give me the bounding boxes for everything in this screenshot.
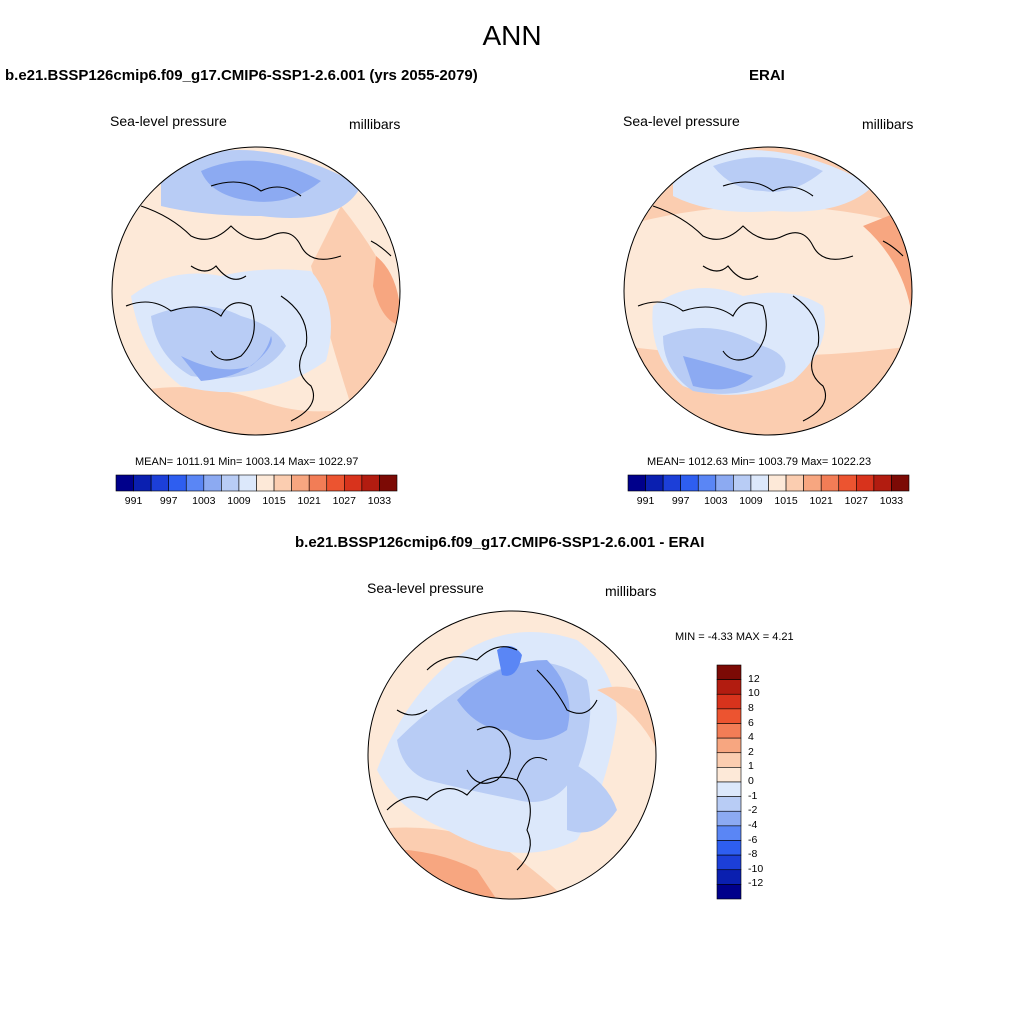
colorbar-swatch bbox=[768, 474, 787, 492]
panel2-title: ERAI bbox=[749, 67, 785, 84]
colorbar-swatch bbox=[308, 474, 328, 492]
colorbar-swatch bbox=[750, 474, 769, 492]
colorbar-swatch bbox=[733, 474, 752, 492]
colorbar-swatch bbox=[115, 474, 134, 492]
panel3-units-label: millibars bbox=[605, 583, 657, 599]
colorbar-tick-label: 4 bbox=[748, 731, 754, 744]
panel2-variable-label: Sea-level pressure bbox=[623, 113, 740, 129]
colorbar-swatch bbox=[238, 474, 257, 492]
colorbar-swatch bbox=[680, 474, 699, 492]
panel1-map bbox=[111, 146, 401, 436]
colorbar-tick-label: 997 bbox=[671, 495, 690, 507]
panel2-units-label: millibars bbox=[862, 116, 914, 132]
colorbar-tick-label: 1 bbox=[748, 760, 754, 773]
colorbar-swatch bbox=[716, 796, 742, 812]
colorbar-tick-label: 1003 bbox=[704, 495, 728, 507]
colorbar-swatch bbox=[785, 474, 804, 492]
colorbar-swatch bbox=[715, 474, 734, 492]
colorbar-swatch bbox=[716, 840, 742, 856]
colorbar-tick-label: 1033 bbox=[879, 495, 904, 507]
colorbar-tick-label: 2 bbox=[748, 745, 754, 758]
colorbar-swatch bbox=[716, 723, 742, 739]
colorbar-tick-label: -10 bbox=[748, 862, 764, 875]
colorbar-swatch bbox=[716, 664, 742, 680]
colorbar-swatch bbox=[716, 708, 742, 724]
colorbar-swatch bbox=[716, 679, 742, 695]
colorbar-swatch bbox=[891, 474, 910, 492]
colorbar-swatch bbox=[716, 884, 742, 900]
colorbar-tick-label: 1015 bbox=[774, 495, 798, 507]
colorbar-swatch bbox=[627, 474, 646, 492]
colorbar-swatch bbox=[838, 474, 857, 492]
colorbar-tick-label: 1027 bbox=[844, 495, 868, 507]
colorbar-tick-label: -4 bbox=[748, 818, 758, 831]
colorbar-swatch bbox=[716, 752, 742, 768]
panel1-variable-label: Sea-level pressure bbox=[110, 113, 227, 129]
colorbar-swatch bbox=[344, 474, 363, 492]
panel3-variable-label: Sea-level pressure bbox=[367, 580, 484, 596]
colorbar-tick-label: 1033 bbox=[367, 495, 392, 507]
colorbar-tick-label: 1009 bbox=[739, 495, 763, 507]
colorbar-swatch bbox=[716, 810, 742, 827]
colorbar-swatch bbox=[379, 474, 398, 492]
colorbar-tick-label: 1021 bbox=[297, 495, 321, 507]
panel2-colorbar bbox=[627, 474, 910, 492]
colorbar-tick-label: -6 bbox=[748, 833, 758, 846]
colorbar-swatch bbox=[820, 474, 840, 492]
colorbar-swatch bbox=[326, 474, 345, 492]
colorbar-swatch bbox=[203, 474, 222, 492]
colorbar-swatch bbox=[645, 474, 664, 492]
colorbar-swatch bbox=[716, 737, 742, 754]
colorbar-tick-label: 1009 bbox=[227, 495, 251, 507]
colorbar-swatch bbox=[168, 474, 187, 492]
colorbar-swatch bbox=[133, 474, 152, 492]
colorbar-tick-label: 997 bbox=[159, 495, 178, 507]
panel2-stats: MEAN= 1012.63 Min= 1003.79 Max= 1022.23 bbox=[647, 456, 872, 468]
colorbar-tick-label: 6 bbox=[748, 716, 754, 729]
colorbar-swatch bbox=[662, 474, 681, 492]
colorbar-swatch bbox=[185, 474, 205, 492]
colorbar-swatch bbox=[856, 474, 875, 492]
panel1-stats: MEAN= 1011.91 Min= 1003.14 Max= 1022.97 bbox=[135, 456, 359, 468]
colorbar-tick-label: 8 bbox=[748, 701, 754, 714]
colorbar-swatch bbox=[716, 854, 742, 871]
colorbar-swatch bbox=[291, 474, 310, 492]
figure-title: ANN bbox=[482, 20, 542, 51]
colorbar-tick-label: 0 bbox=[748, 775, 754, 787]
colorbar-swatch bbox=[256, 474, 275, 492]
colorbar-swatch bbox=[716, 869, 742, 885]
colorbar-swatch bbox=[150, 474, 169, 492]
panel3-map bbox=[367, 610, 657, 900]
colorbar-swatch bbox=[716, 781, 742, 797]
colorbar-tick-label: -12 bbox=[748, 877, 764, 890]
colorbar-swatch bbox=[716, 825, 742, 841]
colorbar-tick-label: 10 bbox=[748, 687, 760, 700]
colorbar-tick-label: 991 bbox=[636, 495, 655, 507]
panel3-title: b.e21.BSSP126cmip6.f09_g17.CMIP6-SSP1-2.… bbox=[295, 534, 705, 551]
colorbar-tick-label: 991 bbox=[124, 495, 143, 507]
colorbar-swatch bbox=[716, 693, 742, 710]
colorbar-swatch bbox=[803, 474, 822, 492]
colorbar-swatch bbox=[873, 474, 892, 492]
colorbar-tick-label: 12 bbox=[748, 672, 760, 685]
panel3-stats: MIN = -4.33 MAX = 4.21 bbox=[675, 631, 794, 643]
colorbar-swatch bbox=[361, 474, 380, 492]
colorbar-tick-label: 1003 bbox=[192, 495, 216, 507]
colorbar-swatch bbox=[697, 474, 717, 492]
colorbar-tick-label: 1015 bbox=[262, 495, 286, 507]
colorbar-swatch bbox=[716, 767, 742, 783]
colorbar-tick-label: -1 bbox=[748, 789, 758, 802]
panel1-title: b.e21.BSSP126cmip6.f09_g17.CMIP6-SSP1-2.… bbox=[5, 67, 478, 84]
panel1-colorbar bbox=[115, 474, 398, 492]
panel1-units-label: millibars bbox=[349, 116, 401, 132]
colorbar-tick-label: -8 bbox=[748, 848, 758, 861]
panel2-map bbox=[623, 146, 913, 436]
colorbar-tick-label: 1027 bbox=[332, 495, 356, 507]
colorbar-tick-label: -2 bbox=[748, 804, 758, 817]
colorbar-tick-label: 1021 bbox=[809, 495, 833, 507]
colorbar-swatch bbox=[273, 474, 292, 492]
panel3-colorbar bbox=[716, 664, 742, 900]
colorbar-swatch bbox=[221, 474, 240, 492]
